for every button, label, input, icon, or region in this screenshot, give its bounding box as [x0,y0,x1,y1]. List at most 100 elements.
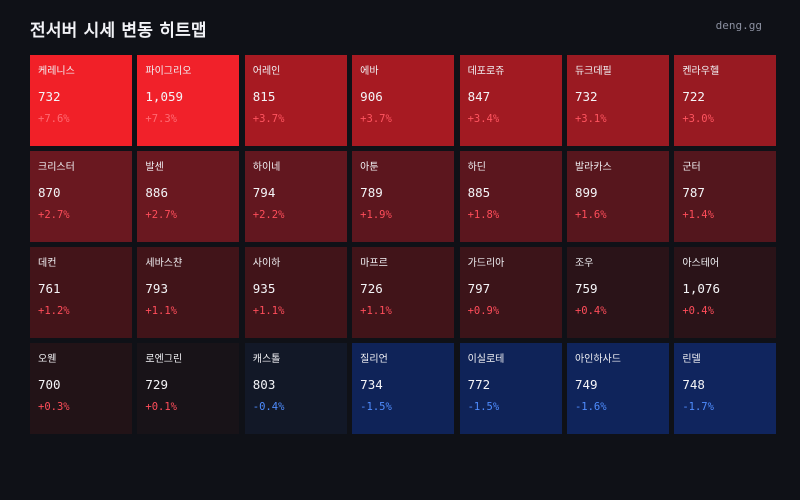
server-price: 1,059 [145,89,184,104]
server-price: 906 [360,89,383,104]
server-price: 722 [682,89,705,104]
server-tile[interactable]: 린델 748 -1.7% [674,343,777,434]
server-name: 아툰 [360,162,379,173]
server-name: 세바스챤 [145,258,183,269]
server-change: +0.4% [682,305,714,317]
server-tile[interactable]: 발센 886 +2.7% [137,151,240,242]
server-name: 아인하사드 [574,354,621,365]
brand-label: deng.gg [715,19,762,32]
server-price: 793 [145,281,168,296]
server-tile[interactable]: 하이네 794 +2.2% [244,151,347,242]
server-change: -1.7% [682,401,714,413]
server-price: 761 [38,281,61,296]
server-tile[interactable]: 크리스터 870 +2.7% [30,151,132,242]
server-tile[interactable]: 발라카스 899 +1.6% [566,151,669,242]
server-name: 크리스터 [38,162,75,173]
server-name: 발센 [145,162,164,173]
server-change: +1.2% [38,305,70,317]
server-price: 935 [252,281,276,296]
server-price: 772 [467,377,491,392]
server-price: 729 [145,377,168,392]
server-tile[interactable]: 군터 787 +1.4% [674,151,777,242]
server-change: +0.1% [145,401,177,413]
server-name: 켄라우헬 [682,66,720,77]
server-tile[interactable]: 아툰 789 +1.9% [352,151,455,242]
server-change: +1.4% [682,209,714,221]
server-change: -0.4% [252,401,285,413]
server-price: 789 [360,185,383,200]
server-tile[interactable]: 데컨 761 +1.2% [30,247,132,338]
page-title: 전서버 시세 변동 히트맵 [30,21,207,41]
server-price: 797 [467,281,491,296]
server-name: 듀크데필 [574,66,612,77]
server-name: 사이하 [252,258,281,269]
server-name: 조우 [574,258,594,269]
server-change: -1.5% [467,401,500,413]
server-name: 파이그리오 [145,66,192,77]
server-change: +0.4% [574,305,607,317]
server-price: 803 [252,377,276,392]
server-tile[interactable]: 파이그리오 1,059 +7.3% [137,55,240,146]
server-name: 에바 [360,66,379,77]
server-price: 700 [38,377,61,392]
server-name: 하이네 [252,162,281,173]
server-name: 케레니스 [38,66,75,77]
server-tile[interactable]: 에바 906 +3.7% [352,55,455,146]
server-change: +3.1% [574,113,607,125]
server-price: 732 [38,89,61,104]
server-price: 847 [467,89,491,104]
server-price: 1,076 [682,281,720,296]
server-change: +1.9% [360,209,392,221]
server-change: +1.8% [467,209,500,221]
server-name: 로엔그린 [145,354,183,365]
server-tile[interactable]: 아스테어 1,076 +0.4% [674,247,777,338]
server-tile[interactable]: 세바스챤 793 +1.1% [137,247,240,338]
server-price: 870 [38,185,61,200]
server-tile[interactable]: 하딘 885 +1.8% [459,151,562,242]
server-name: 캐스톨 [252,354,281,365]
server-name: 오웬 [38,354,57,365]
server-name: 가드리아 [467,258,505,269]
server-price: 899 [574,185,598,200]
server-tile[interactable]: 데포로쥬 847 +3.4% [459,55,562,146]
server-change: +2.7% [38,209,70,221]
server-tile[interactable]: 케레니스 732 +7.6% [30,55,132,146]
server-name: 아스테어 [682,258,720,269]
server-name: 마프르 [360,258,388,269]
server-price: 886 [145,185,168,200]
server-tile[interactable]: 아인하사드 749 -1.6% [566,343,669,434]
server-price: 726 [360,281,383,296]
server-tile[interactable]: 마프르 726 +1.1% [352,247,455,338]
server-change: +3.7% [252,113,285,125]
server-change: +1.1% [252,305,285,317]
server-price: 748 [682,377,705,392]
server-change: +2.2% [252,209,285,221]
server-change: -1.5% [360,401,392,413]
server-tile[interactable]: 사이하 935 +1.1% [244,247,347,338]
server-name: 질리언 [360,354,388,365]
server-tile[interactable]: 로엔그린 729 +0.1% [137,343,240,434]
server-name: 데컨 [38,258,57,269]
server-tile[interactable]: 캐스톨 803 -0.4% [244,343,347,434]
server-change: +3.0% [682,113,714,125]
server-change: +0.3% [38,401,70,413]
server-tile[interactable]: 이실로테 772 -1.5% [459,343,562,434]
server-name: 데포로쥬 [467,66,505,77]
server-change: +3.4% [467,113,500,125]
server-price: 787 [682,185,705,200]
server-tile[interactable]: 오웬 700 +0.3% [30,343,132,434]
server-tile[interactable]: 어레인 815 +3.7% [244,55,347,146]
server-price: 734 [360,377,383,392]
server-change: +0.9% [467,305,500,317]
server-tile[interactable]: 질리언 734 -1.5% [352,343,455,434]
server-tile[interactable]: 켄라우헬 722 +3.0% [674,55,777,146]
server-tile[interactable]: 듀크데필 732 +3.1% [566,55,669,146]
server-price: 759 [574,281,598,296]
server-tile[interactable]: 가드리아 797 +0.9% [459,247,562,338]
server-name: 이실로테 [467,354,505,365]
server-price: 732 [574,89,598,104]
server-tile[interactable]: 조우 759 +0.4% [566,247,669,338]
server-price: 885 [467,185,491,200]
server-change: +1.1% [360,305,392,317]
server-name: 발라카스 [574,162,612,173]
